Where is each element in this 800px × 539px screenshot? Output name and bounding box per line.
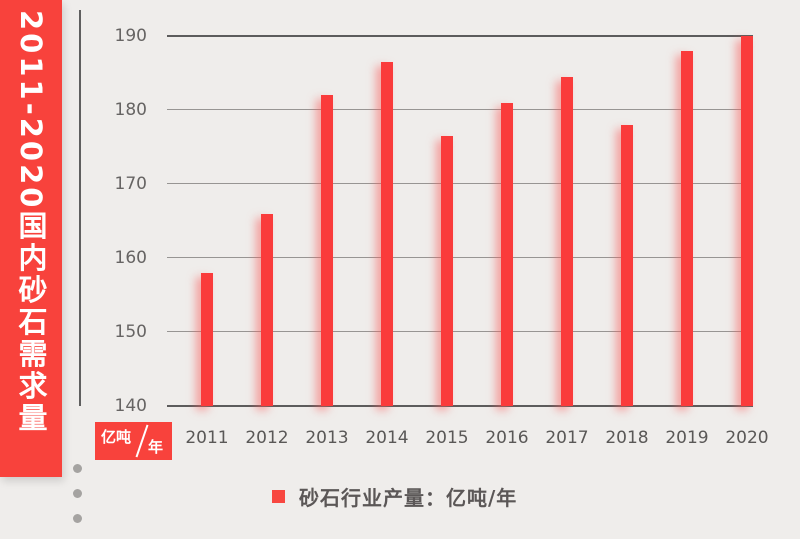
gridline <box>167 35 753 37</box>
bar-2016 <box>501 102 513 406</box>
bar-2020 <box>741 36 753 406</box>
bar-2017 <box>561 76 573 406</box>
page-title: 2011-2020国内砂石需求量 <box>14 10 48 435</box>
y-tick-label: 160 <box>114 248 147 268</box>
decor-dots <box>73 464 83 539</box>
gridline <box>167 405 753 407</box>
gridline <box>167 257 753 258</box>
unit-denominator: 年 <box>147 438 163 456</box>
bar-2018 <box>621 124 633 406</box>
title-banner: 2011-2020国内砂石需求量 <box>0 0 62 477</box>
axis-unit-badge: 亿吨 年 <box>95 422 172 460</box>
decor-dot <box>73 464 82 473</box>
gridline <box>167 109 753 110</box>
bar-2015 <box>441 135 453 406</box>
decor-dot <box>73 489 82 498</box>
x-tick-label: 2017 <box>545 428 589 448</box>
legend-label: 砂石行业产量：亿吨/年 <box>299 486 518 510</box>
x-tick-label: 2013 <box>305 428 349 448</box>
chart-legend: 砂石行业产量：亿吨/年 <box>272 482 517 511</box>
bar-2012 <box>261 213 273 406</box>
y-tick-label: 180 <box>114 100 147 120</box>
x-tick-label: 2018 <box>605 428 649 448</box>
unit-slash <box>135 424 149 458</box>
bar-2011 <box>201 272 213 406</box>
x-tick-label: 2011 <box>185 428 229 448</box>
x-tick-label: 2020 <box>725 428 769 448</box>
bar-2014 <box>381 61 393 406</box>
y-tick-label: 140 <box>114 396 147 416</box>
x-tick-label: 2015 <box>425 428 469 448</box>
legend-marker-icon <box>272 490 285 503</box>
y-tick-label: 190 <box>114 26 147 46</box>
x-tick-label: 2019 <box>665 428 709 448</box>
y-tick-label: 150 <box>114 322 147 342</box>
decor-dot <box>73 514 82 523</box>
x-tick-label: 2012 <box>245 428 289 448</box>
y-axis-line <box>79 10 81 406</box>
gridline <box>167 331 753 332</box>
y-tick-label: 170 <box>114 174 147 194</box>
x-tick-label: 2016 <box>485 428 529 448</box>
x-tick-label: 2014 <box>365 428 409 448</box>
bar-2019 <box>681 50 693 406</box>
unit-numerator: 亿吨 <box>101 428 132 446</box>
bar-2013 <box>321 95 333 406</box>
gridline <box>167 183 753 184</box>
